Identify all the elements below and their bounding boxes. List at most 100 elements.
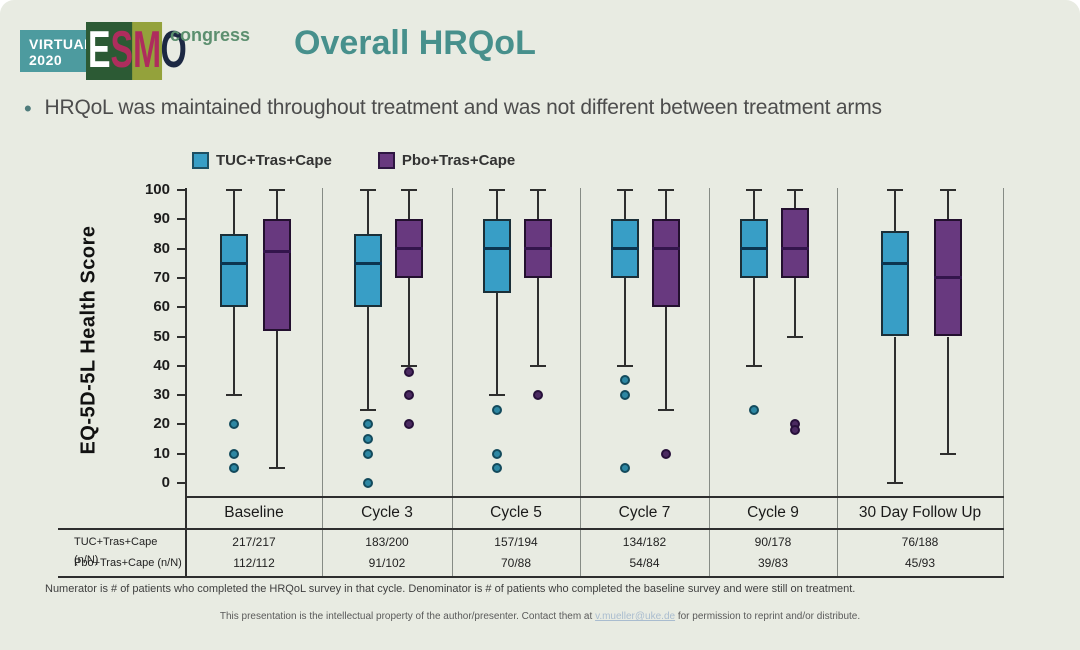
whisker-cap	[617, 364, 634, 367]
table-header-cell: Baseline	[224, 504, 284, 521]
whisker-cap	[887, 189, 904, 191]
whisker-cap	[225, 189, 242, 191]
y-tick-mark	[177, 423, 185, 426]
median-line	[780, 247, 809, 251]
whisker-line	[793, 190, 796, 208]
copyright-text-post: for permission to reprint and/or distrib…	[675, 611, 861, 622]
box	[219, 233, 248, 308]
median-line	[482, 247, 511, 251]
whisker-line	[536, 277, 539, 366]
whisker-line	[793, 277, 796, 337]
box	[652, 219, 681, 308]
whisker-cap	[745, 189, 762, 191]
y-tick-label: 20	[153, 415, 170, 433]
table-header-cell: Cycle 7	[618, 504, 671, 521]
y-tick-label: 80	[153, 239, 170, 257]
table-cell: 157/194	[494, 535, 538, 549]
whisker-cap	[269, 189, 286, 191]
email-link[interactable]: v.mueller@uke.de	[595, 611, 676, 622]
legend-swatch-teal	[192, 152, 209, 169]
whisker-line	[495, 292, 498, 396]
median-line	[611, 247, 640, 251]
outlier-point	[620, 463, 631, 474]
whisker-cap	[887, 482, 904, 484]
esmo-letter-m: M	[132, 21, 162, 80]
y-tick-mark	[177, 276, 185, 279]
whisker-cap	[658, 408, 675, 411]
outlier-point	[748, 404, 759, 415]
y-tick-label: 50	[153, 327, 170, 345]
column-divider	[1003, 188, 1004, 577]
legend-label-pbo: Pbo+Tras+Cape	[401, 152, 516, 169]
whisker-line	[665, 307, 668, 410]
table-line	[58, 576, 1004, 578]
whisker-line	[408, 277, 411, 366]
column-divider	[322, 188, 323, 577]
whisker-line	[624, 277, 627, 366]
whisker-cap	[745, 364, 762, 367]
chart-legend: TUC+Tras+Cape Pbo+Tras+Cape	[192, 152, 515, 169]
bullet-marker: •	[24, 96, 32, 121]
y-tick-label: 60	[153, 298, 170, 316]
y-tick-mark	[177, 482, 185, 484]
whisker-cap	[401, 189, 418, 191]
whisker-cap	[617, 189, 634, 191]
whisker-line	[495, 190, 498, 220]
table-line	[58, 528, 1004, 530]
y-tick-label: 10	[153, 444, 170, 462]
legend-label-tuc: TUC+Tras+Cape	[216, 152, 332, 169]
column-divider	[837, 188, 838, 577]
box	[780, 207, 809, 278]
whisker-cap	[940, 189, 957, 191]
box	[263, 219, 292, 331]
page-title: Overall HRQoL	[294, 24, 536, 62]
table-line	[186, 496, 1004, 498]
table-cell: 45/93	[904, 556, 936, 570]
whisker-cap	[529, 364, 546, 367]
median-line	[739, 247, 768, 251]
median-line	[353, 261, 382, 265]
legend-item-pbo: Pbo+Tras+Cape	[377, 152, 516, 169]
congress-label: congress	[170, 25, 251, 45]
esmo-wordmark: ESMO	[86, 22, 187, 80]
y-axis-line	[185, 188, 187, 578]
outlier-point	[491, 463, 502, 474]
whisker-cap	[359, 189, 376, 191]
outlier-point	[362, 434, 373, 445]
legend-item-tuc: TUC+Tras+Cape	[192, 152, 332, 169]
box	[353, 233, 382, 308]
median-line	[881, 261, 910, 265]
median-line	[652, 247, 681, 251]
y-tick-label: 90	[153, 210, 170, 228]
virtual-badge-line1: VIRTUAL	[29, 36, 94, 52]
outlier-point	[404, 366, 415, 377]
outlier-point	[228, 463, 239, 474]
outlier-point	[532, 390, 543, 401]
whisker-line	[276, 330, 279, 469]
y-tick-mark	[177, 335, 185, 338]
whisker-line	[536, 190, 539, 220]
y-tick-mark	[177, 189, 185, 191]
table-header-cell: Cycle 9	[747, 504, 799, 521]
whisker-line	[232, 307, 235, 396]
outlier-point	[661, 448, 672, 459]
y-tick-label: 0	[161, 474, 170, 491]
bullet-text: HRQoL was maintained throughout treatmen…	[44, 96, 882, 119]
whisker-line	[752, 190, 755, 220]
outlier-point	[620, 390, 631, 401]
box	[881, 231, 910, 337]
whisker-cap	[359, 408, 376, 411]
whisker-line	[624, 190, 627, 220]
whisker-cap	[225, 394, 242, 397]
esmo-letter-e: E	[87, 21, 111, 79]
whisker-cap	[940, 452, 957, 455]
whisker-line	[366, 190, 369, 234]
copyright-text-pre: This presentation is the intellectual pr…	[219, 611, 596, 622]
copyright-line: This presentation is the intellectual pr…	[0, 611, 1080, 622]
column-divider	[452, 188, 453, 577]
table-header-cell: Cycle 3	[361, 504, 413, 521]
median-line	[263, 250, 292, 254]
y-tick-label: 40	[153, 356, 170, 374]
whisker-line	[232, 190, 235, 234]
